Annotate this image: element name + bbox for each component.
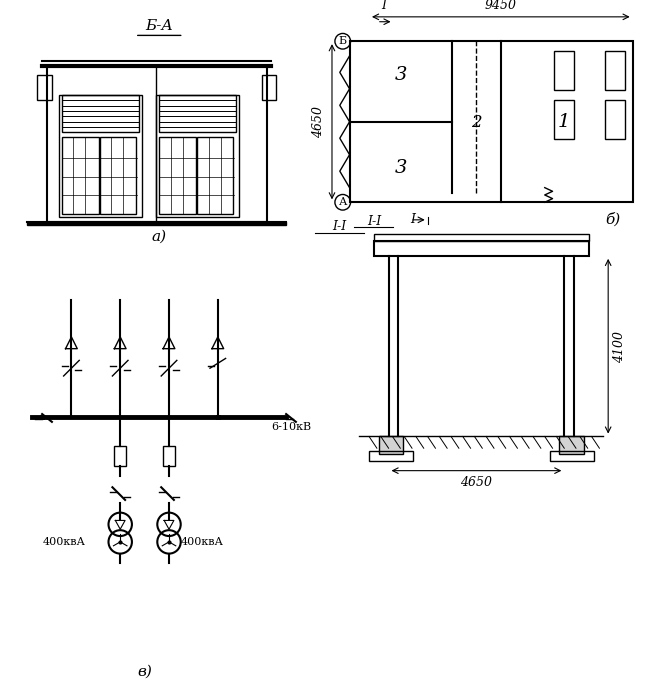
Text: а): а)	[152, 230, 167, 244]
Text: І-І: І-І	[367, 216, 381, 228]
Bar	[550, 451, 593, 461]
Text: А: А	[339, 197, 347, 207]
Text: І: І	[410, 214, 416, 226]
Text: 1: 1	[558, 113, 570, 132]
Text: 9450: 9450	[485, 0, 517, 12]
Polygon shape	[27, 222, 286, 225]
Bar	[114, 447, 126, 466]
Bar	[37, 76, 52, 100]
Bar	[369, 451, 413, 461]
Text: І: І	[381, 0, 387, 12]
Bar	[156, 95, 239, 217]
Bar	[374, 241, 589, 256]
Bar	[99, 137, 136, 214]
Text: 3: 3	[395, 66, 408, 85]
Bar	[554, 51, 574, 90]
Bar	[262, 76, 276, 100]
Bar	[379, 437, 403, 454]
Bar	[605, 100, 625, 139]
Bar	[560, 437, 584, 454]
Text: 6-10кВ: 6-10кВ	[271, 422, 312, 432]
Bar	[198, 137, 233, 214]
Text: Б: Б	[339, 36, 347, 46]
Text: 400квА: 400квА	[43, 537, 86, 547]
Bar	[62, 95, 139, 132]
Bar	[163, 447, 175, 466]
Bar	[554, 100, 574, 139]
Bar	[349, 41, 633, 202]
Text: б): б)	[605, 213, 621, 227]
Text: 3: 3	[395, 159, 408, 177]
Bar	[47, 66, 267, 222]
Text: 4650: 4650	[312, 106, 325, 139]
Text: 400квА: 400квА	[181, 537, 223, 547]
Text: Б-А: Б-А	[145, 20, 173, 34]
Text: І-І: І-І	[333, 220, 347, 233]
Text: 2: 2	[471, 114, 482, 131]
Text: в): в)	[137, 664, 152, 678]
Bar	[374, 234, 589, 241]
Bar	[605, 51, 625, 90]
Bar	[159, 95, 236, 132]
Text: 4650: 4650	[460, 475, 493, 489]
Bar	[62, 137, 99, 214]
Bar	[159, 137, 196, 214]
Text: 4100: 4100	[613, 330, 626, 363]
Bar	[59, 95, 142, 217]
